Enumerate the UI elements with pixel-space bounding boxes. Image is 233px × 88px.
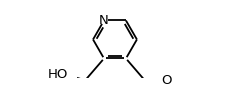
Text: O: O (162, 74, 172, 87)
Text: HO: HO (48, 68, 68, 81)
Text: N: N (99, 14, 109, 27)
